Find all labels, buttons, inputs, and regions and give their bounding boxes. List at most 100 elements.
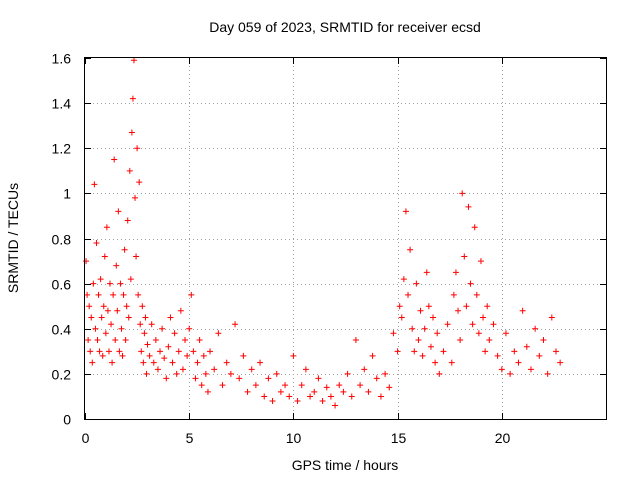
- data-point: [194, 359, 201, 366]
- data-point: [480, 314, 487, 321]
- y-tick-label: 1: [63, 186, 71, 202]
- data-point: [390, 330, 397, 337]
- x-tick-label: 5: [186, 430, 194, 446]
- data-point: [436, 370, 443, 377]
- data-point: [361, 366, 368, 373]
- data-point: [421, 325, 428, 332]
- data-point: [127, 276, 134, 283]
- data-point: [340, 388, 347, 395]
- data-point: [114, 307, 121, 314]
- data-point: [515, 359, 522, 366]
- data-point: [84, 291, 91, 298]
- data-point: [386, 384, 393, 391]
- data-point: [257, 359, 264, 366]
- data-point: [444, 321, 451, 328]
- data-point: [136, 179, 143, 186]
- data-point: [97, 276, 104, 283]
- x-tick-label: 10: [286, 430, 302, 446]
- data-point: [286, 393, 293, 400]
- data-point: [165, 343, 172, 350]
- data-point: [207, 348, 214, 355]
- data-point: [94, 337, 101, 344]
- data-point: [382, 370, 389, 377]
- data-point: [130, 57, 137, 64]
- data-point: [405, 291, 412, 298]
- data-point: [124, 217, 131, 224]
- data-point: [415, 337, 422, 344]
- data-point: [190, 348, 197, 355]
- data-point: [348, 393, 355, 400]
- data-point: [302, 366, 309, 373]
- data-point: [400, 276, 407, 283]
- data-point: [87, 348, 94, 355]
- data-point: [113, 262, 120, 269]
- data-point: [146, 352, 153, 359]
- data-point: [100, 303, 107, 310]
- data-point: [83, 258, 90, 265]
- data-point: [215, 330, 222, 337]
- data-point: [121, 246, 128, 253]
- data-point: [98, 314, 105, 321]
- data-point: [484, 303, 491, 310]
- data-point: [469, 321, 476, 328]
- data-point: [511, 348, 518, 355]
- data-point: [118, 325, 125, 332]
- data-point: [413, 280, 420, 287]
- data-point: [240, 352, 247, 359]
- data-point: [490, 321, 497, 328]
- data-point: [352, 337, 359, 344]
- data-point: [457, 337, 464, 344]
- data-point: [144, 341, 151, 348]
- data-point: [332, 402, 339, 409]
- data-point: [102, 330, 109, 337]
- data-point: [336, 382, 343, 389]
- data-point: [132, 194, 139, 201]
- data-point: [498, 366, 505, 373]
- data-point: [163, 375, 170, 382]
- axis-ticks: [85, 58, 606, 420]
- data-point: [204, 388, 211, 395]
- data-point: [440, 348, 447, 355]
- data-point: [236, 375, 243, 382]
- data-point: [134, 145, 141, 152]
- data-point: [461, 253, 468, 260]
- plot-frame: [84, 57, 607, 420]
- data-point: [143, 370, 150, 377]
- data-point: [232, 321, 239, 328]
- data-point: [182, 337, 189, 344]
- data-point: [298, 382, 305, 389]
- data-point: [455, 307, 462, 314]
- data-point: [139, 303, 146, 310]
- data-point: [188, 291, 195, 298]
- data-points: [83, 57, 564, 409]
- data-point: [357, 382, 364, 389]
- data-point: [150, 359, 157, 366]
- data-point: [211, 366, 218, 373]
- data-point: [448, 359, 455, 366]
- grid: [85, 58, 606, 419]
- data-point: [107, 280, 114, 287]
- data-point: [327, 393, 334, 400]
- data-point: [159, 325, 166, 332]
- data-point: [101, 253, 108, 260]
- data-point: [93, 240, 100, 247]
- data-point: [184, 352, 191, 359]
- data-point: [434, 330, 441, 337]
- data-point: [463, 303, 470, 310]
- data-point: [486, 337, 493, 344]
- data-point: [290, 352, 297, 359]
- data-point: [475, 330, 482, 337]
- data-point: [532, 325, 539, 332]
- data-point: [115, 208, 122, 215]
- data-point: [141, 330, 148, 337]
- data-point: [423, 269, 430, 276]
- data-point: [557, 359, 564, 366]
- data-point: [467, 280, 474, 287]
- data-point: [91, 181, 98, 188]
- data-point: [523, 343, 530, 350]
- data-point: [186, 325, 193, 332]
- data-point: [202, 370, 209, 377]
- data-point: [548, 314, 555, 321]
- data-point: [126, 167, 133, 174]
